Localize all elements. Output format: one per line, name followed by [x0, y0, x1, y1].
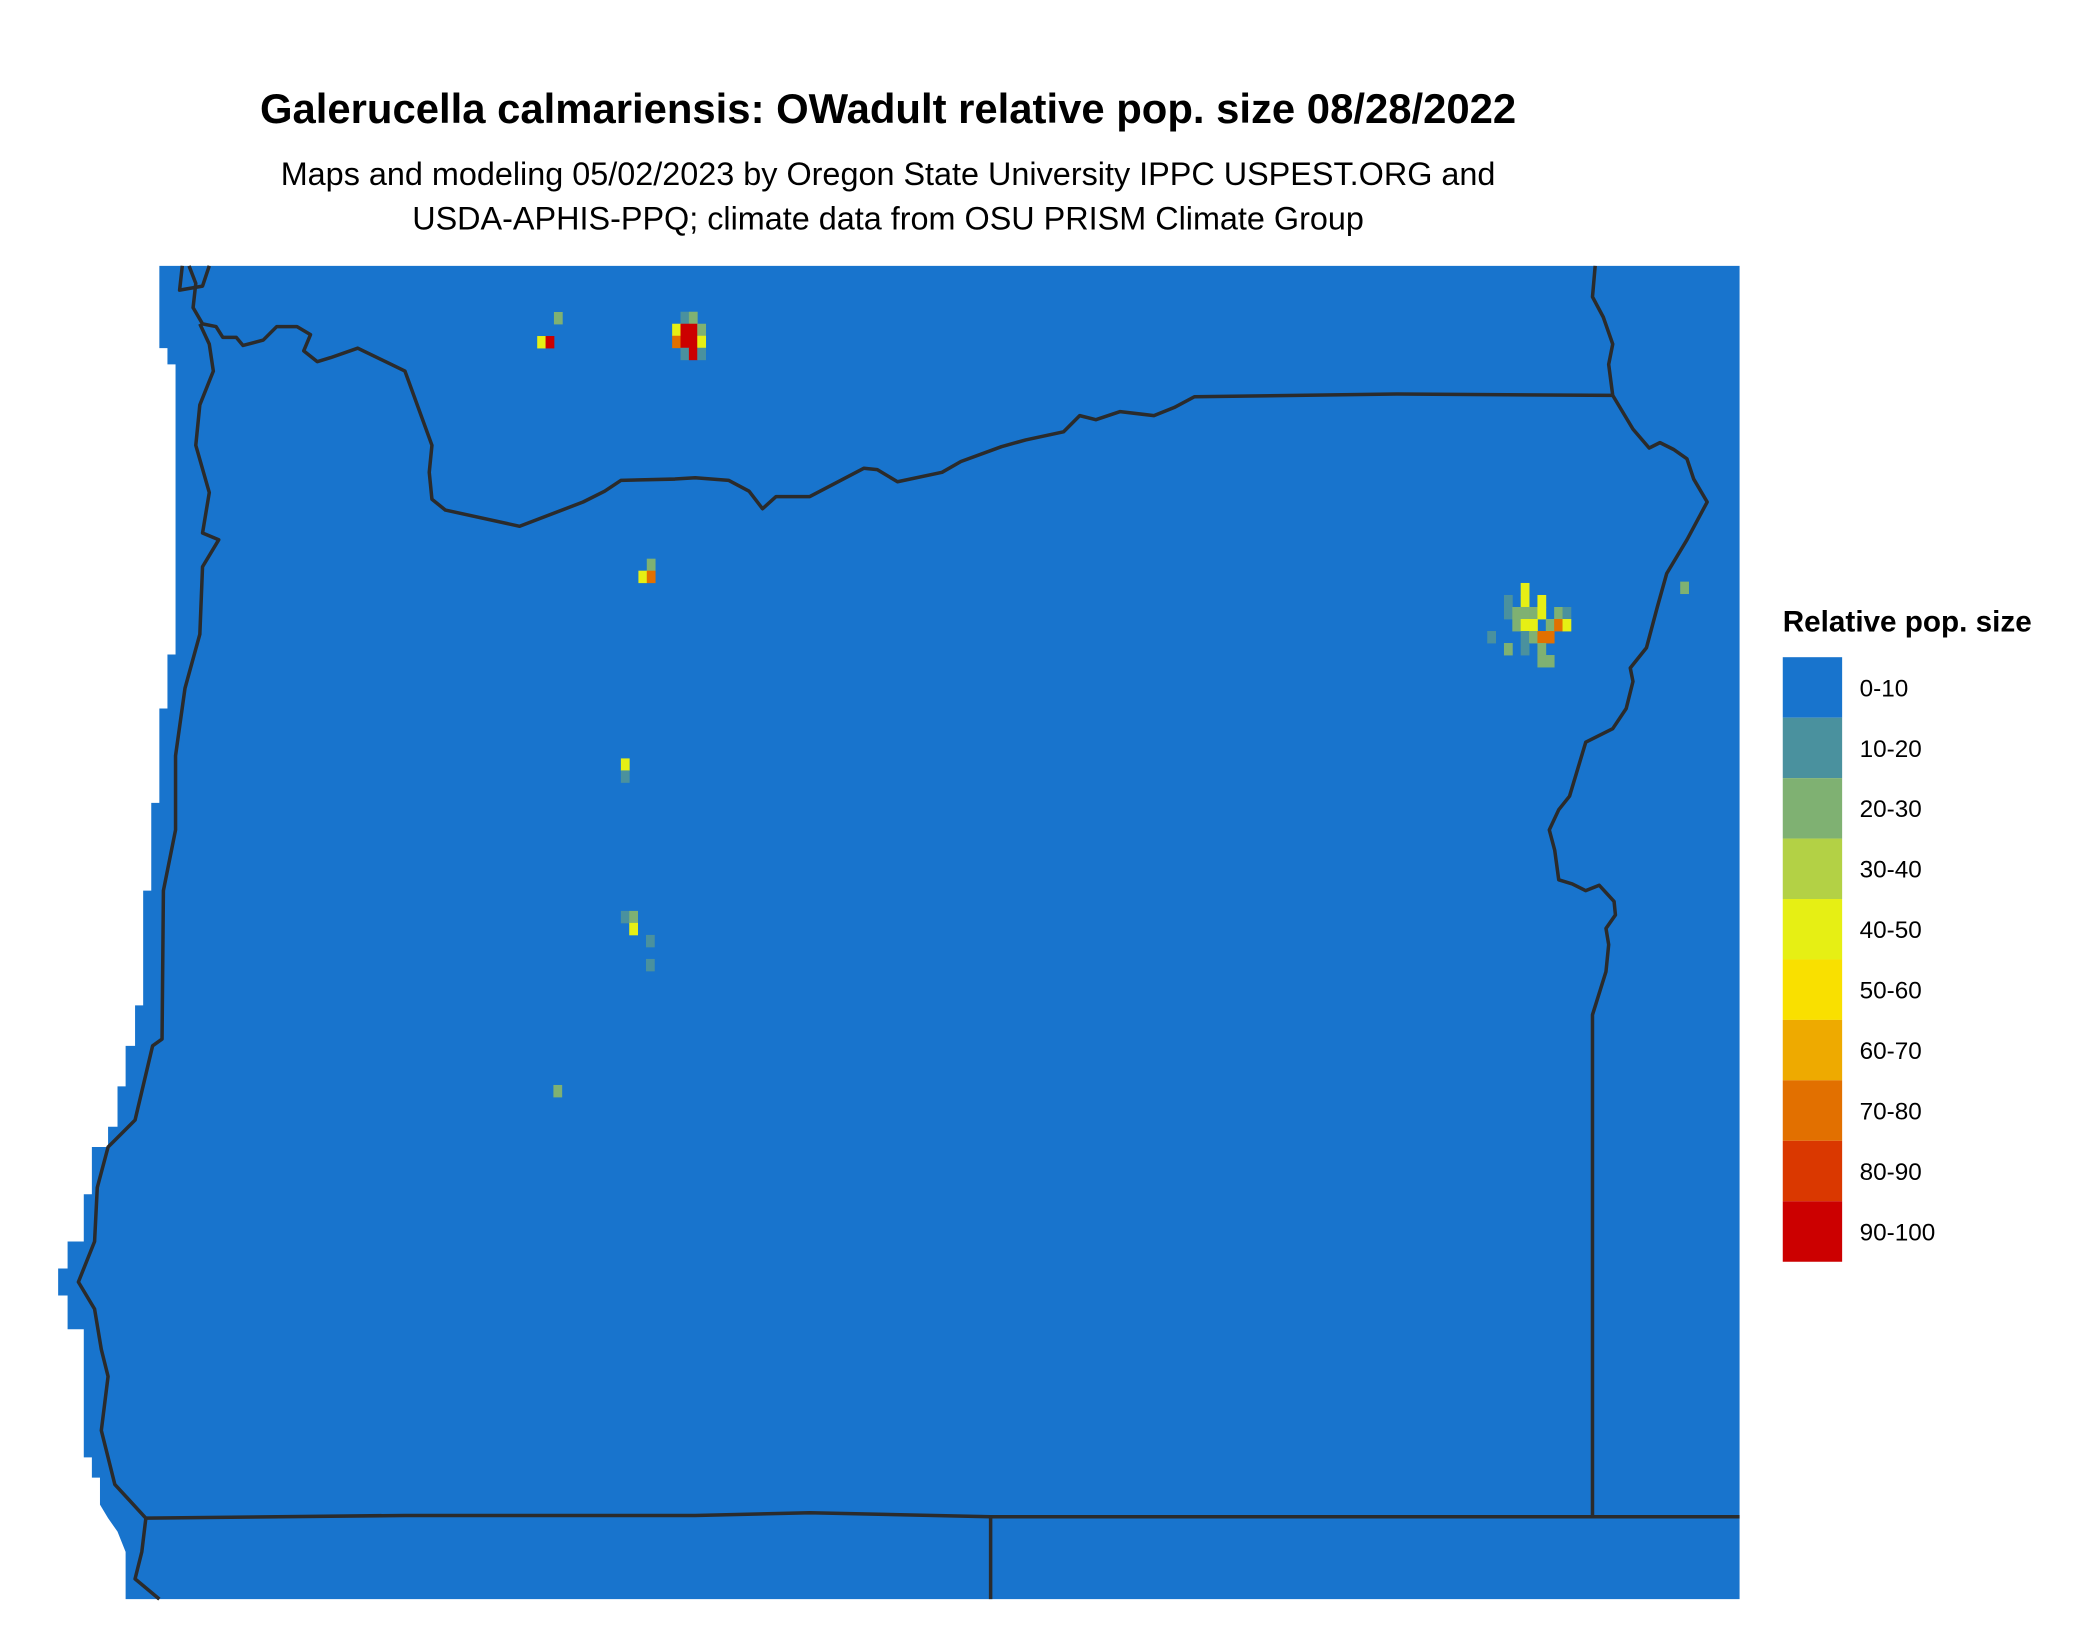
legend-label: 20-30	[1860, 796, 1922, 823]
raster-cell	[1520, 582, 1530, 596]
raster-cell	[1537, 606, 1547, 620]
raster-cell	[1520, 643, 1530, 656]
map-subtitle-line2: USDA-APHIS-PPQ; climate data from OSU PR…	[412, 200, 1364, 236]
raster-cell	[697, 323, 707, 337]
legend: 0-10 10-20 20-30 30-40 40-50 50-60 60-70 70-80 8…	[1782, 657, 1936, 1262]
legend-swatch	[1782, 657, 1843, 718]
raster-cell	[680, 323, 690, 337]
raster-cell	[1545, 655, 1555, 668]
legend-label: 70-80	[1860, 1099, 1922, 1126]
raster-cell	[688, 335, 698, 349]
raster-cell	[1487, 631, 1496, 644]
raster-cell	[638, 570, 648, 584]
raster-cell	[1529, 619, 1538, 632]
legend-swatch	[1782, 1080, 1843, 1141]
raster-cell	[672, 323, 681, 337]
legend-label: 40-50	[1860, 917, 1922, 944]
raster-cell	[680, 335, 690, 349]
raster-cell	[1680, 581, 1689, 595]
legend-swatch	[1782, 1019, 1843, 1081]
raster-cell	[1503, 643, 1513, 656]
raster-cell	[620, 758, 630, 771]
raster-cell	[697, 335, 707, 349]
raster-cell	[1512, 606, 1522, 620]
legend-label: 0-10	[1860, 675, 1909, 702]
raster-cell	[629, 922, 639, 936]
raster-cell	[688, 323, 698, 337]
raster-cell	[629, 910, 639, 924]
raster-cell	[672, 335, 681, 349]
legend-label: 90-100	[1860, 1219, 1936, 1246]
raster-cell	[645, 934, 655, 948]
raster-cell	[1520, 619, 1530, 632]
raster-cell	[645, 958, 655, 972]
raster-cell	[1503, 594, 1513, 608]
state-borders	[76, 265, 1740, 1601]
raster-cell	[1537, 643, 1547, 656]
raster-cell	[1537, 631, 1547, 644]
raster-cell	[697, 347, 707, 361]
raster-cell	[553, 1084, 563, 1098]
raster-cell	[680, 311, 690, 325]
raster-cell	[688, 311, 698, 325]
map-subtitle-line1: Maps and modeling 05/02/2023 by Oregon S…	[281, 156, 1496, 192]
legend-label: 60-70	[1860, 1038, 1922, 1065]
legend-swatch	[1782, 838, 1843, 900]
legend-label: 50-60	[1860, 978, 1922, 1005]
raster-cell	[1537, 594, 1547, 608]
legend-swatch	[1782, 1201, 1843, 1262]
legend-label: 80-90	[1860, 1159, 1922, 1186]
raster-cell	[1537, 655, 1547, 668]
raster-cell	[1545, 619, 1555, 632]
raster-cell	[537, 336, 546, 349]
legend-swatch	[1782, 959, 1843, 1020]
raster-cell	[1562, 606, 1572, 620]
oregon-california-border	[145, 1510, 1740, 1520]
legend-swatch	[1782, 899, 1843, 960]
raster-cell	[1529, 606, 1538, 620]
raster-cell	[545, 336, 555, 349]
raster-cell	[1562, 619, 1572, 632]
raster-cell	[680, 347, 690, 361]
coastline	[76, 323, 221, 1601]
legend-label: 30-40	[1860, 857, 1922, 884]
raster-cell	[1520, 631, 1530, 644]
idaho-border	[1547, 265, 1709, 1517]
raster-cell	[1545, 631, 1555, 644]
raster-cell	[1554, 619, 1563, 632]
legend-swatch	[1782, 717, 1843, 779]
raster-cell	[688, 347, 698, 361]
raster-land-area	[58, 265, 1740, 1600]
legend-title: Relative pop. size	[1783, 606, 2032, 639]
raster-cell	[646, 570, 656, 584]
legend-swatch	[1782, 1140, 1843, 1202]
hotspot-cells	[537, 311, 1689, 1098]
raster-cell	[1520, 606, 1530, 620]
raster-cell	[1512, 619, 1522, 632]
raster-cell	[620, 770, 630, 783]
map-title: Galerucella calmariensis: OWadult relati…	[260, 85, 1516, 132]
legend-label: 10-20	[1860, 736, 1922, 763]
raster-cell	[646, 558, 656, 572]
raster-cell	[1503, 606, 1513, 620]
raster-cell	[1529, 631, 1538, 644]
raster-cell	[553, 311, 563, 325]
raster-cell	[1520, 594, 1530, 608]
columbia-river-border	[187, 265, 1613, 529]
raster-cell	[1554, 606, 1563, 620]
raster-cell	[620, 910, 630, 924]
puget-sound-outline	[177, 265, 211, 292]
legend-swatch	[1782, 778, 1843, 839]
